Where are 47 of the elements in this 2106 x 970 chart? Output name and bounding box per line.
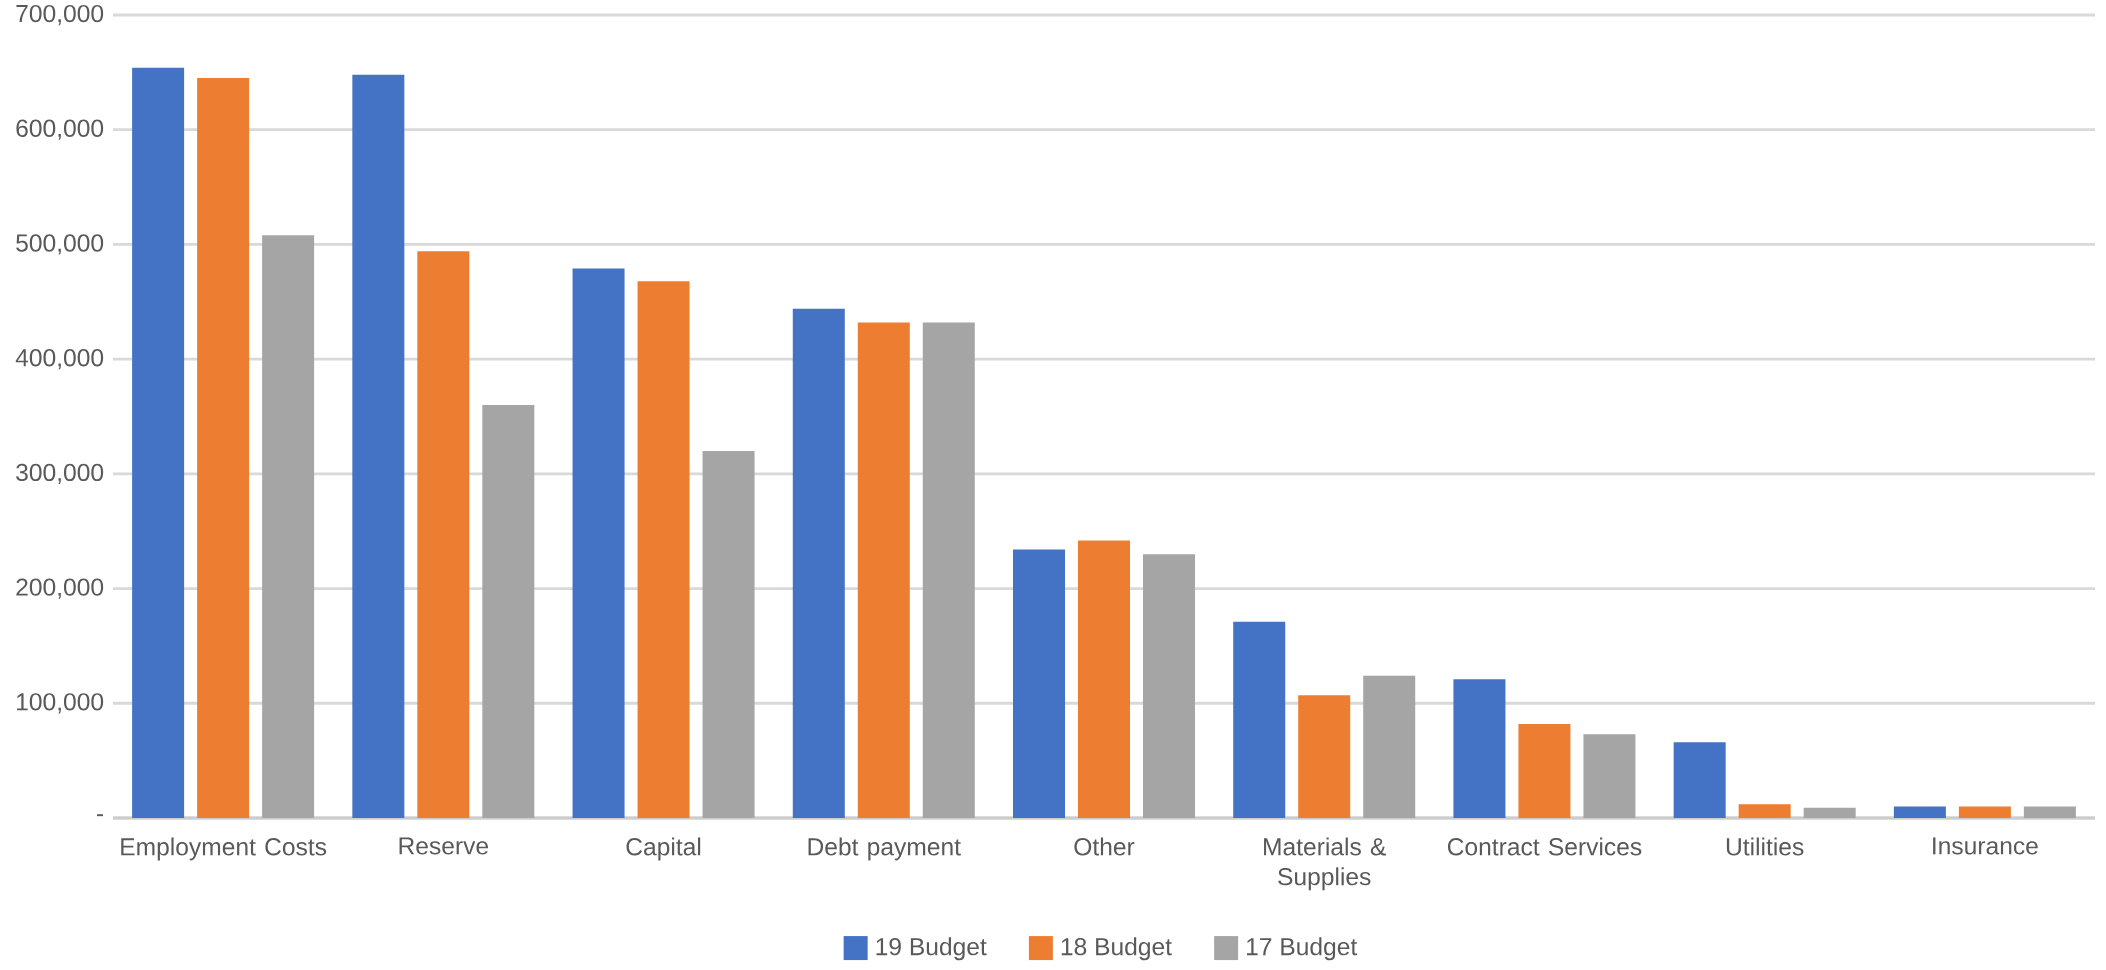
bar <box>1013 549 1065 818</box>
bar <box>1583 734 1636 818</box>
y-tick-label: 600,000 <box>16 119 104 140</box>
y-tick-label: - <box>97 814 104 817</box>
y-tick-label: 200,000 <box>16 578 104 599</box>
legend-label: 18 Budget <box>1061 937 1172 961</box>
y-tick-label: 100,000 <box>17 693 104 714</box>
x-tick-label: Debt payment <box>808 837 961 861</box>
bar <box>702 450 755 818</box>
bar <box>1958 806 2011 818</box>
bar <box>417 251 470 818</box>
bar <box>262 235 315 818</box>
bar <box>1453 679 1506 818</box>
x-tick-label: Other <box>1074 837 1135 856</box>
bar <box>637 281 690 818</box>
y-tick-label: 500,000 <box>16 234 104 255</box>
bar <box>922 322 975 818</box>
y-tick-label: 700,000 <box>16 4 104 26</box>
x-tick-label: Reserve <box>399 837 489 855</box>
y-tick-label: 300,000 <box>16 463 104 485</box>
bar <box>1803 807 1856 818</box>
x-tick-label: Materials & Supplies <box>1264 837 1387 891</box>
bar <box>352 74 405 818</box>
y-tick-label: 400,000 <box>15 349 104 370</box>
bar <box>857 322 910 818</box>
bar <box>1518 723 1571 818</box>
bar <box>792 308 845 818</box>
bar <box>1673 742 1726 818</box>
bar <box>2023 806 2076 818</box>
bar <box>1077 540 1130 818</box>
x-tick-label: Employment Costs <box>121 837 327 861</box>
x-tick-label: Utilities <box>1726 837 1804 856</box>
x-tick-label: Insurance <box>1933 837 2038 855</box>
x-tick-label: Capital <box>626 837 701 861</box>
bar <box>1142 554 1195 818</box>
bar <box>482 405 535 818</box>
bar <box>572 268 625 818</box>
bar <box>1363 675 1416 818</box>
bar <box>1233 621 1286 818</box>
x-tick-label: Contract Services <box>1447 837 1642 856</box>
bar <box>132 67 185 818</box>
legend-label: 17 Budget <box>1247 937 1358 961</box>
bar <box>1298 695 1351 818</box>
bar <box>1738 804 1791 818</box>
legend-label: 19 Budget <box>876 937 987 961</box>
bar <box>1893 806 1946 818</box>
bar <box>197 78 250 818</box>
